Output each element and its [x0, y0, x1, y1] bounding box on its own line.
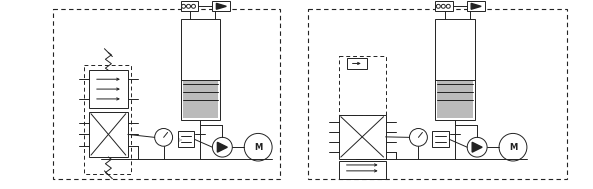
Circle shape	[181, 4, 186, 8]
Bar	[347, 58, 366, 69]
Bar	[435, 19, 475, 120]
Bar	[89, 70, 128, 108]
Polygon shape	[472, 142, 482, 152]
Bar	[308, 9, 567, 179]
Circle shape	[192, 4, 196, 8]
Polygon shape	[471, 3, 481, 9]
Circle shape	[410, 129, 428, 146]
Circle shape	[187, 4, 190, 8]
Bar	[84, 65, 131, 174]
Bar	[467, 1, 485, 11]
Bar	[53, 9, 280, 179]
Bar	[432, 131, 449, 147]
Text: M: M	[254, 143, 262, 152]
Polygon shape	[218, 142, 227, 152]
Circle shape	[212, 137, 232, 157]
Bar	[89, 112, 128, 157]
Bar	[180, 19, 221, 120]
Circle shape	[244, 133, 272, 161]
Circle shape	[499, 133, 527, 161]
Bar	[183, 80, 218, 118]
Text: ▷: ▷	[178, 138, 181, 142]
Circle shape	[447, 4, 450, 8]
Bar	[212, 1, 230, 11]
Bar	[339, 56, 385, 115]
Circle shape	[436, 4, 441, 8]
Circle shape	[467, 137, 487, 157]
Bar	[180, 1, 199, 11]
Circle shape	[155, 129, 173, 146]
Circle shape	[441, 4, 445, 8]
Text: M: M	[509, 143, 517, 152]
Bar	[177, 131, 195, 147]
Bar	[339, 161, 385, 179]
Bar	[435, 1, 453, 11]
Polygon shape	[216, 3, 227, 9]
Bar	[339, 115, 385, 159]
Bar	[437, 80, 473, 118]
